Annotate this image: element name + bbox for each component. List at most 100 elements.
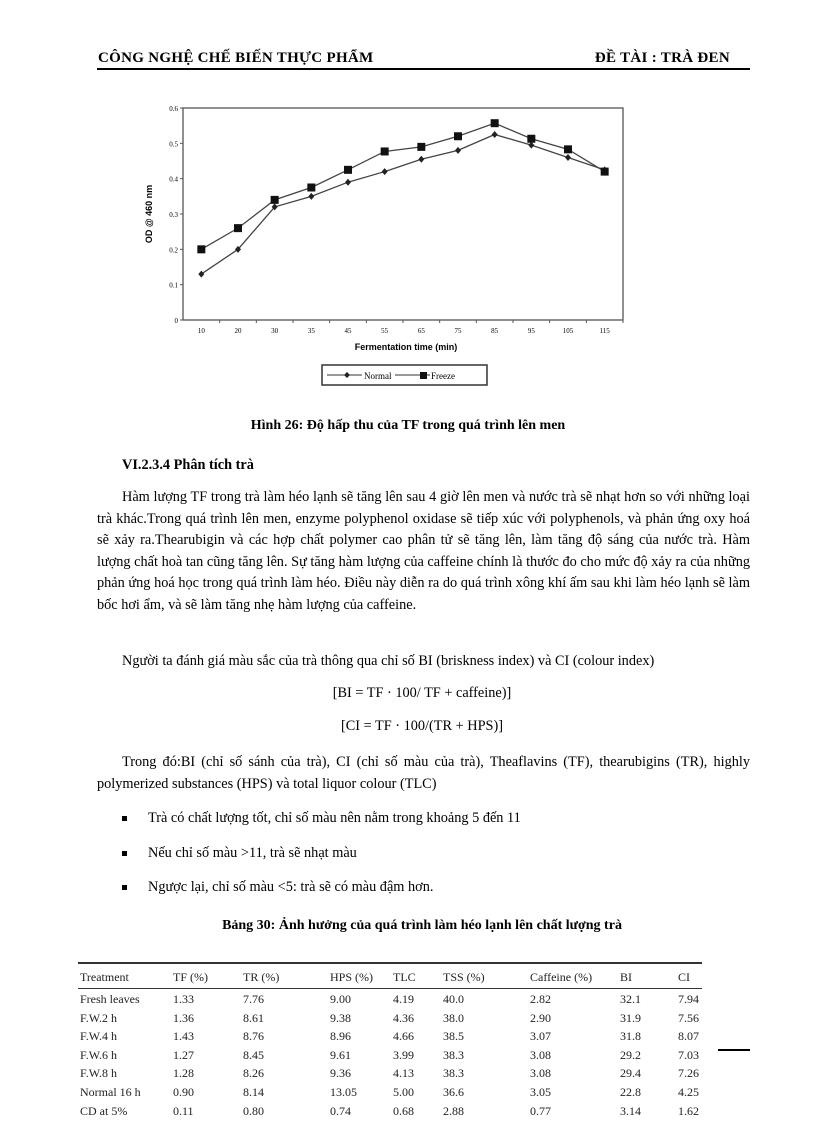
table-cell: 1.62	[678, 1103, 699, 1118]
series-line-normal	[200, 133, 605, 275]
formula-bi: [BI = TF · 100/ TF + caffeine)]	[332, 685, 512, 701]
x-tick-label: 10	[198, 327, 206, 335]
table-cell: 4.25	[678, 1084, 699, 1099]
table-cell: 31.8	[620, 1029, 641, 1044]
table-cell: 38.0	[443, 1010, 464, 1025]
table-cell: 0.68	[393, 1103, 414, 1118]
data-point-normal	[198, 270, 205, 278]
x-tick-label: 75	[455, 327, 463, 335]
table-cell: 8.07	[678, 1029, 699, 1044]
table-cell: 4.66	[393, 1029, 414, 1044]
table-cell: F.W.8 h	[80, 1066, 117, 1081]
x-tick-label: 55	[381, 327, 389, 335]
header-right: ĐỀ TÀI : TRÀ ĐEN	[594, 50, 730, 66]
x-tick-label: 115	[600, 327, 611, 335]
data-point-normal	[345, 178, 351, 186]
table-cell: 1.28	[173, 1066, 194, 1081]
table-cell: 3.08	[530, 1066, 551, 1081]
table-cell: 4.19	[393, 992, 414, 1006]
table-header: Treatment TF (%) TR (%) HPS (%) TLC TSS (%) Ca…	[78, 964, 702, 988]
table-cell: 7.94	[678, 992, 699, 1006]
data-point-freeze	[234, 224, 242, 233]
table-cell: 29.4	[620, 1066, 641, 1081]
table-cell: F.W.4 h	[80, 1029, 117, 1044]
table-cell: 8.45	[243, 1047, 264, 1062]
table-row: Normal 16 h 0.90 8.14 13.05 5.00 36.6 3.05 22.8…	[78, 1082, 702, 1101]
section-heading: VI.2.3.4 Phân tích trà	[122, 457, 254, 473]
table-cell: F.W.2 h	[80, 1010, 117, 1025]
y-tick-label: 0.1	[169, 282, 178, 290]
header-left: CÔNG NGHỆ CHẾ BIẾN THỰC PHẨM	[98, 50, 374, 66]
table-cell: 38.3	[443, 1066, 464, 1081]
y-tick-label: 0.2	[169, 246, 178, 254]
data-point-normal	[381, 168, 388, 176]
table-row: F.W.4 h 1.43 8.76 8.96 4.66 38.5 3.07 31.8 8.07	[78, 1026, 702, 1045]
data-point-normal	[491, 131, 498, 138]
paragraph: Hàm lượng TF trong trà làm héo lạnh sẽ t…	[97, 489, 750, 613]
x-tick-label: 35	[308, 327, 316, 335]
table-cell: 3.08	[530, 1047, 551, 1062]
page-mark	[718, 1049, 750, 1051]
column-header: TSS (%)	[443, 970, 485, 984]
table-cell: 5.00	[393, 1084, 414, 1099]
data-point-freeze	[380, 147, 389, 156]
table-row: F.W.6 h 1.27 8.45 9.61 3.99 38.3 3.08 29.2 7.03	[78, 1045, 702, 1064]
table-cell: 1.43	[173, 1029, 194, 1044]
table-cell: 8.76	[243, 1029, 264, 1044]
table-cell: 7.56	[678, 1010, 699, 1025]
data-point-freeze	[344, 165, 352, 174]
x-tick-label: 105	[563, 327, 574, 335]
table-cell: 8.26	[243, 1066, 264, 1081]
table-cell: 1.36	[173, 1010, 194, 1025]
column-header: Caffeine (%)	[530, 970, 593, 984]
table-cell: 7.76	[243, 992, 264, 1006]
table-cell: 29.2	[620, 1047, 641, 1062]
x-tick-label: 30	[271, 327, 279, 335]
table-cell: 0.74	[330, 1103, 351, 1118]
table-cell: 3.14	[620, 1103, 641, 1118]
table-cell: F.W.6 h	[80, 1047, 117, 1062]
legend-marker-freeze	[420, 372, 427, 379]
data-point-normal	[271, 203, 278, 211]
data-point-freeze	[490, 119, 499, 128]
data-point-freeze	[417, 142, 426, 151]
table-cell: 8.14	[243, 1084, 264, 1099]
column-header: CI	[678, 970, 690, 984]
x-tick-label: 20	[235, 327, 243, 335]
column-header: TF (%)	[173, 970, 208, 984]
table-cell: CD at 5%	[80, 1103, 128, 1118]
data-point-freeze	[527, 134, 536, 143]
bullet-item: Ngược lại, chỉ số màu <5: trà sẽ có màu …	[121, 879, 434, 895]
series-line-freeze	[201, 122, 606, 250]
y-tick-label: 0.3	[169, 211, 178, 219]
table-cell: 2.82	[530, 992, 551, 1006]
table-cell: 36.6	[443, 1084, 464, 1099]
x-axis-label: Fermentation time (min)	[355, 342, 458, 352]
table-cell: 4.13	[393, 1066, 414, 1081]
table-cell: 9.61	[330, 1047, 351, 1062]
table-cell: 7.03	[678, 1047, 699, 1062]
table-cell: 2.88	[443, 1103, 464, 1118]
data-point-normal	[308, 192, 315, 200]
legend-freeze: Freeze	[431, 371, 455, 381]
data-point-freeze	[270, 195, 279, 204]
chart: 0 0.1 0.2 0.3 0.4 0.5 0.6 10 20 30 35 45 55 65 75 85 95 1…	[144, 105, 624, 386]
column-header: BI	[620, 970, 632, 984]
table-cell: 31.9	[620, 1010, 641, 1025]
data-point-normal	[528, 141, 535, 149]
table-row: F.W.2 h 1.36 8.61 9.38 4.36 38.0 2.90 31.9 7.56	[78, 1008, 702, 1027]
column-header: Treatment	[80, 970, 129, 984]
y-axis-label: OD @ 460 nm	[144, 185, 154, 243]
column-header: HPS (%)	[330, 970, 374, 984]
table-cell: 13.05	[330, 1084, 357, 1099]
x-tick-label: 85	[491, 327, 499, 335]
data-point-normal	[235, 245, 241, 253]
table-cell: Normal 16 h	[80, 1084, 141, 1099]
bullet-item: Nếu chỉ số màu >11, trà sẽ nhạt màu	[122, 845, 357, 861]
figure-caption: Hình 26: Độ hấp thu của TF trong quá trì…	[250, 418, 566, 433]
y-tick-label: 0.6	[169, 105, 178, 113]
table-cell: 40.0	[443, 992, 464, 1006]
table-row: Fresh leaves 1.33 7.76 9.00 4.19 40.0 2.82 32.1…	[78, 989, 702, 1008]
plot-area	[182, 107, 624, 321]
